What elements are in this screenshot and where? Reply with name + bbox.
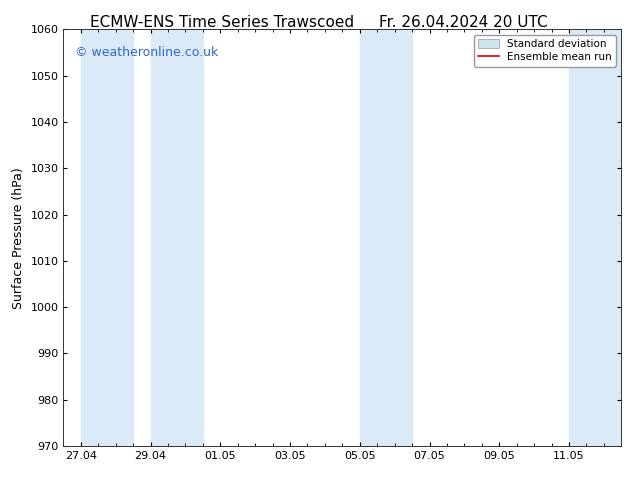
Bar xyxy=(359,29,412,446)
Text: Fr. 26.04.2024 20 UTC: Fr. 26.04.2024 20 UTC xyxy=(378,15,547,30)
Legend: Standard deviation, Ensemble mean run: Standard deviation, Ensemble mean run xyxy=(474,35,616,67)
Y-axis label: Surface Pressure (hPa): Surface Pressure (hPa) xyxy=(12,167,25,309)
Text: ECMW-ENS Time Series Trawscoed: ECMW-ENS Time Series Trawscoed xyxy=(90,15,354,30)
Bar xyxy=(81,29,133,446)
Text: © weatheronline.co.uk: © weatheronline.co.uk xyxy=(75,46,218,59)
Bar xyxy=(150,29,203,446)
Bar xyxy=(569,29,621,446)
